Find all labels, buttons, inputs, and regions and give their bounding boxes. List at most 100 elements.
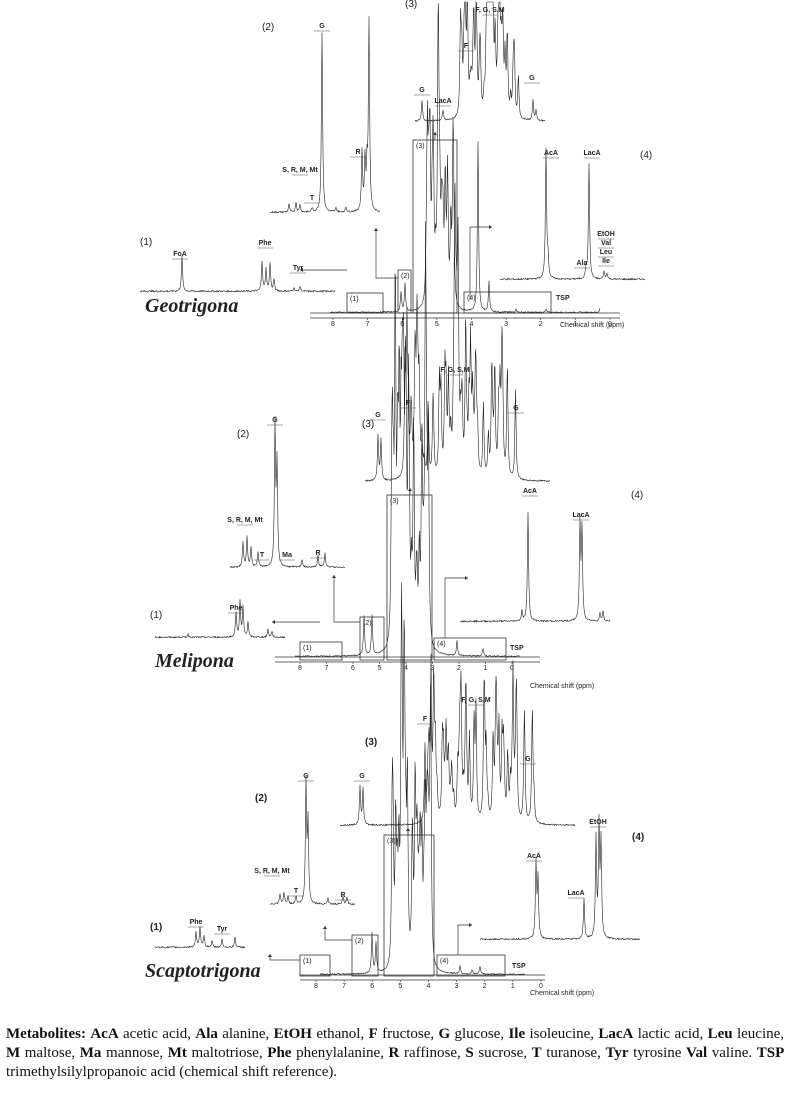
- peak-label: G: [272, 417, 278, 424]
- axis-label: Chemical shift (ppm): [560, 322, 624, 329]
- definition: raffinose,: [403, 1045, 461, 1061]
- tick-label: 2: [483, 983, 487, 990]
- tick-label: 1: [484, 665, 488, 672]
- region-box: [463, 291, 552, 314]
- peak-label: F, G, S,M: [475, 7, 504, 14]
- spectrum: [329, 3, 601, 314]
- inset-label: (3): [365, 737, 377, 748]
- region-label: (3): [387, 838, 396, 845]
- peak-label: Ala: [577, 260, 588, 267]
- arrow-head: [465, 576, 468, 580]
- peak-label: R: [340, 892, 345, 899]
- spectrum: [339, 653, 576, 827]
- region-box: [351, 934, 379, 977]
- region-label: (4): [440, 958, 449, 965]
- peak-label: G: [303, 773, 309, 780]
- definition: sucrose,: [478, 1045, 528, 1061]
- species-name: Geotrigona: [145, 295, 238, 317]
- peak-label: LacA: [572, 512, 589, 519]
- caption-heading: Metabolites:: [6, 1026, 86, 1042]
- spectrum: [229, 416, 346, 569]
- tick-label: 8: [298, 665, 302, 672]
- spectrum: [155, 925, 246, 949]
- tick-label: 8: [331, 321, 335, 328]
- spectrum: [479, 813, 641, 941]
- definition: trimethylsilylpropanoic acid (chemical s…: [6, 1064, 338, 1080]
- tick-label: 0: [539, 983, 543, 990]
- definition: glucose,: [454, 1026, 505, 1042]
- tick-label: 5: [378, 665, 382, 672]
- tick-label: 1: [511, 983, 515, 990]
- tick-label: 0: [608, 321, 612, 328]
- peak-label: G: [513, 405, 519, 412]
- tick-label: 4: [404, 665, 408, 672]
- tick-label: 5: [398, 983, 402, 990]
- spectrum: [139, 255, 336, 293]
- tick-label: 5: [435, 321, 439, 328]
- tick-label: 6: [351, 665, 355, 672]
- tick-label: 3: [504, 321, 508, 328]
- peak-label: LacA: [583, 150, 600, 157]
- inset-label: (1): [140, 237, 152, 248]
- region-box: [299, 954, 331, 977]
- tick-label: 3: [431, 665, 435, 672]
- definition: ethanol,: [316, 1026, 365, 1042]
- arrow-head: [469, 923, 472, 927]
- spectrum: [499, 147, 646, 281]
- inset-label: (4): [640, 150, 652, 161]
- abbreviation: G: [438, 1026, 451, 1042]
- spectrum: [459, 511, 611, 623]
- peak-label: G: [419, 87, 425, 94]
- arrow: [324, 926, 352, 941]
- peak-label: S, R, M, Mt: [282, 167, 318, 174]
- region-label: (3): [416, 143, 425, 150]
- tick-label: 8: [314, 983, 318, 990]
- peak-label: EtOH: [589, 819, 607, 826]
- peak-label: G: [375, 412, 381, 419]
- species-name: Melipona: [154, 650, 234, 672]
- arrow: [457, 924, 472, 955]
- arrow-head: [323, 926, 327, 929]
- region-label: (1): [303, 958, 312, 965]
- definition: alanine,: [222, 1026, 270, 1042]
- peak-label: Ma: [282, 552, 292, 559]
- definition: maltotriose,: [191, 1045, 263, 1061]
- definition: fructose,: [382, 1026, 435, 1042]
- region-box: [299, 641, 343, 661]
- axis-label: Chemical shift (ppm): [530, 990, 594, 997]
- region-box: [433, 637, 507, 661]
- region-label: (2): [363, 620, 372, 627]
- inset-label: (1): [150, 610, 162, 621]
- tick-label: 3: [455, 983, 459, 990]
- arrow-head: [374, 228, 378, 231]
- spectrum: [294, 221, 521, 658]
- peak-label: F: [423, 716, 428, 723]
- peak-label: G: [525, 756, 531, 763]
- tick-label: 2: [457, 665, 461, 672]
- inset-label: (3): [362, 419, 374, 430]
- abbreviation: Tyr: [605, 1045, 629, 1061]
- definition: lactic acid,: [637, 1026, 704, 1042]
- region-label: (3): [390, 498, 399, 505]
- definition: turanose,: [546, 1045, 601, 1061]
- definition: phenylalanine,: [296, 1045, 384, 1061]
- peak-label: Phe: [190, 919, 203, 926]
- peak-label: F: [464, 43, 469, 50]
- peak-label: AcA: [544, 150, 558, 157]
- tick-label: 6: [370, 983, 374, 990]
- abbreviation: S: [465, 1045, 474, 1061]
- peak-label: S, R, M, Mt: [254, 868, 290, 875]
- peak-label: F, G, S,M: [461, 697, 490, 704]
- abbreviation: Ma: [79, 1045, 102, 1061]
- peak-label: F: [406, 400, 411, 407]
- arrow: [269, 954, 300, 961]
- arrow-head: [268, 954, 272, 957]
- arrow: [333, 575, 360, 623]
- arrow: [469, 226, 492, 300]
- abbreviation: EtOH: [273, 1026, 312, 1042]
- tick-label: 7: [325, 665, 329, 672]
- abbreviation: M: [6, 1045, 21, 1061]
- arrow: [375, 228, 398, 279]
- tick-label: 0: [510, 665, 514, 672]
